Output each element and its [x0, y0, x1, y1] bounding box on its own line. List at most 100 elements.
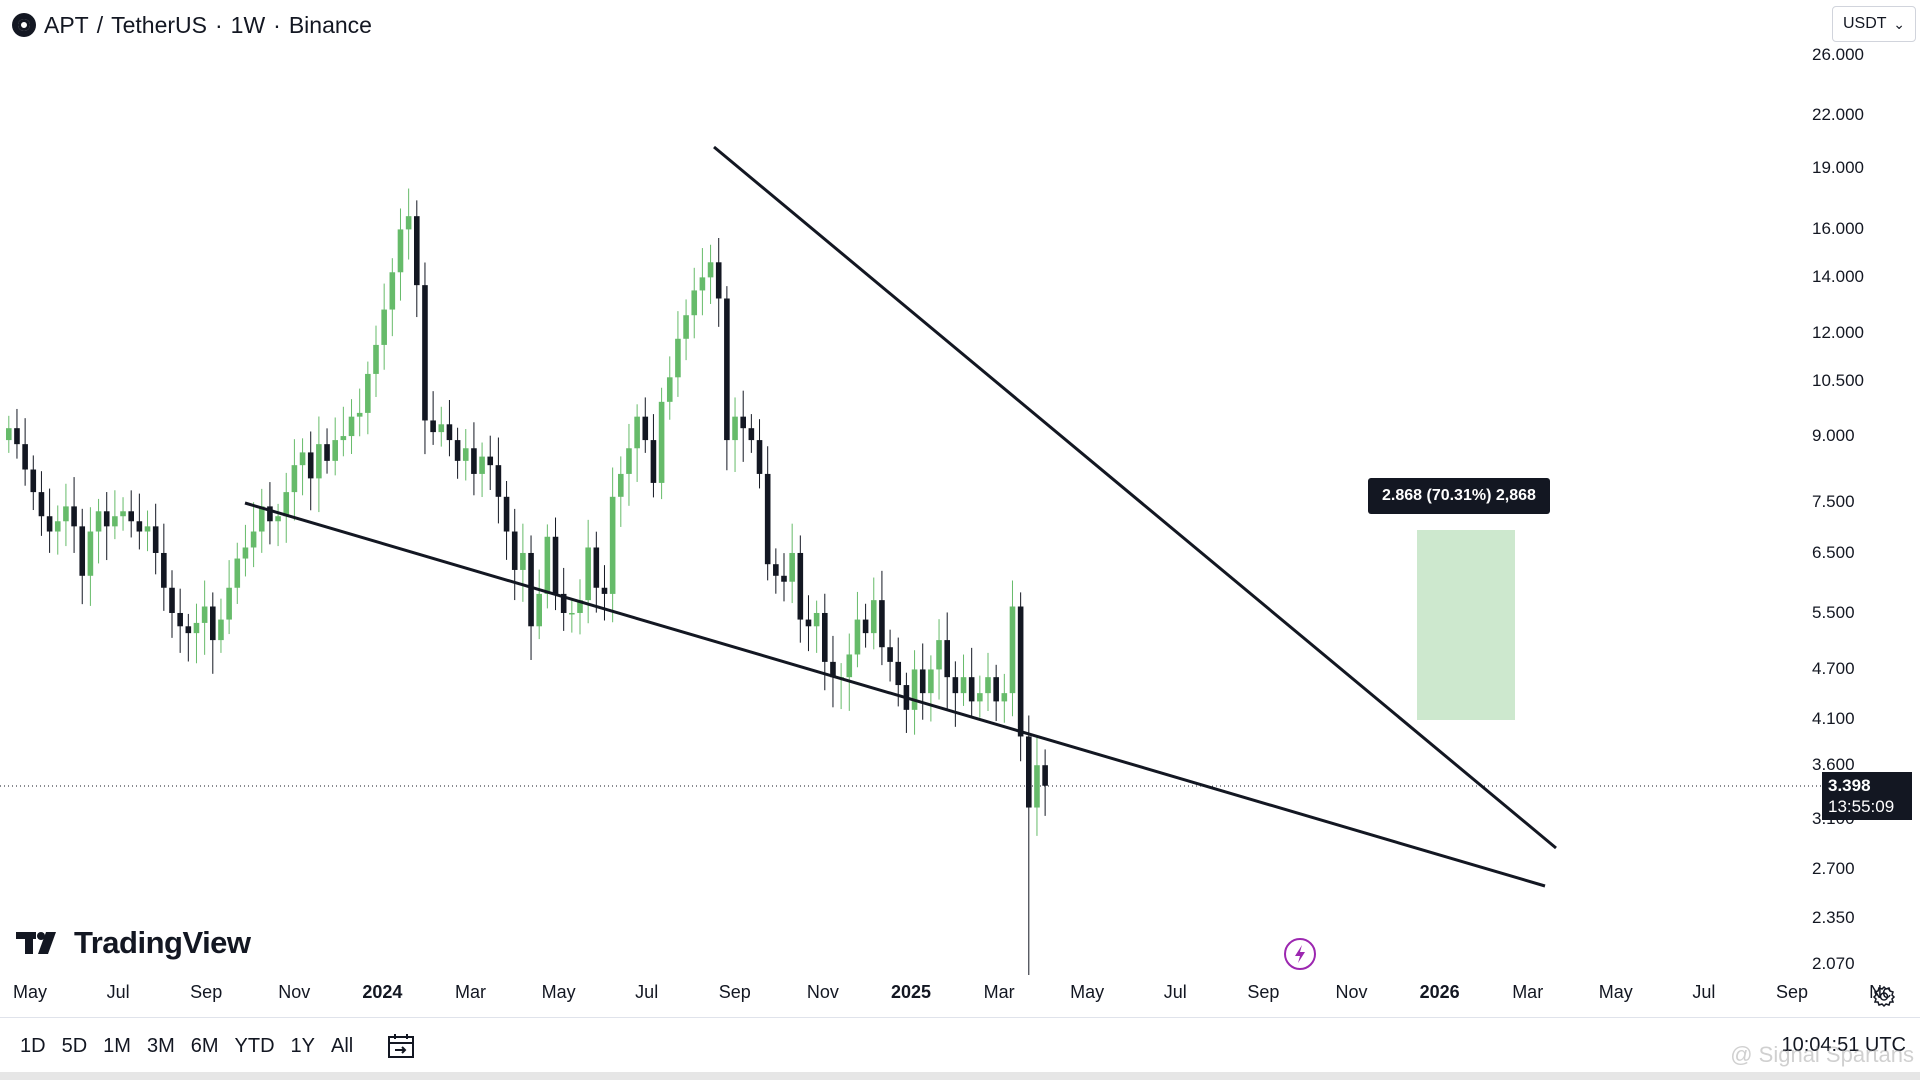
candle-body: [552, 536, 559, 594]
candle-body: [316, 444, 322, 479]
candle-body: [520, 552, 526, 570]
candle-body: [1026, 736, 1032, 808]
candle-body: [210, 606, 216, 641]
candle-body: [993, 677, 999, 702]
candle-body: [691, 290, 698, 316]
measure-annotation-text: 2.868 (70.31%) 2,868: [1382, 487, 1536, 504]
candle-body: [267, 506, 273, 522]
candle-body: [250, 531, 257, 548]
candle-body: [430, 420, 436, 433]
timeframe-button-1y[interactable]: 1Y: [290, 1034, 316, 1057]
time-axis-label: Mar: [983, 982, 1015, 1002]
candle-body: [381, 309, 387, 345]
candle-body: [454, 440, 461, 461]
time-axis-label: 2026: [1419, 982, 1460, 1002]
candle-body: [854, 619, 861, 655]
chart-settings-button[interactable]: [1870, 982, 1898, 1010]
target-zone: [1417, 530, 1515, 720]
candle-body: [218, 619, 224, 641]
time-axis-label: May: [1070, 982, 1105, 1002]
candle-body: [830, 661, 836, 678]
time-axis-label: Sep: [718, 982, 751, 1002]
timeframe-button-1d[interactable]: 1D: [20, 1034, 46, 1057]
timeframe-button-ytd[interactable]: YTD: [234, 1034, 275, 1057]
price-axis-label: 14.000: [1812, 267, 1864, 287]
timeframe-button-all[interactable]: All: [331, 1034, 354, 1057]
candle-body: [340, 436, 347, 441]
timeframe-button-5d[interactable]: 5D: [61, 1034, 88, 1057]
measure-annotation[interactable]: 2.868 (70.31%) 2,868: [1368, 478, 1550, 514]
candle-body: [324, 444, 330, 461]
candle-body: [161, 552, 167, 588]
price-axis-label: 16.000: [1812, 219, 1864, 239]
candle-body: [128, 511, 134, 522]
time-axis[interactable]: May Jul Sep Nov 2024 Mar May Jul Sep Nov 2025 Mar Ma…: [0, 982, 1920, 1010]
candle-body: [740, 416, 746, 429]
price-axis-label: 2.070: [1812, 954, 1855, 973]
candle-body: [201, 606, 208, 623]
upper-trendline[interactable]: [713, 145, 1557, 850]
tradingview-logo[interactable]: TradingView: [16, 925, 251, 961]
candle-body: [609, 496, 616, 594]
time-axis-label: May: [541, 982, 576, 1002]
candle-body: [1001, 693, 1008, 702]
candle-body: [422, 285, 428, 421]
time-axis-label: Sep: [1775, 982, 1809, 1002]
candle-body: [332, 440, 338, 461]
candle-body: [887, 647, 893, 662]
candle-body: [732, 416, 738, 441]
candle-body: [38, 492, 45, 517]
price-axis-label: 10.500: [1812, 370, 1864, 390]
symbol-header[interactable]: APT / TetherUS · 1W · Binance: [12, 10, 372, 40]
candle-body: [87, 531, 94, 576]
candle-body: [356, 412, 363, 417]
candle-body: [764, 473, 771, 565]
candle-body: [258, 506, 265, 532]
price-axis-label: 9.000: [1812, 426, 1855, 446]
candle-body: [577, 600, 583, 613]
candle-body: [299, 452, 306, 466]
quote-name: TetherUS: [111, 11, 207, 38]
interval-label: 1W: [230, 11, 266, 38]
candle-body: [511, 531, 518, 570]
time-axis-label: May: [1598, 982, 1633, 1002]
utc-clock[interactable]: 10:04:51 UTC: [1781, 1034, 1906, 1056]
candle-body: [103, 511, 110, 527]
candle-body: [438, 424, 445, 433]
lightning-icon[interactable]: [1284, 938, 1316, 970]
candle-body: [560, 593, 567, 613]
timeframe-button-3m[interactable]: 3M: [146, 1034, 175, 1057]
tradingview-mark-icon: [16, 932, 56, 954]
candle-body: [683, 315, 689, 339]
timeframe-button-1m[interactable]: 1M: [103, 1034, 131, 1057]
candle-body: [675, 338, 681, 378]
chevron-down-icon: ⌄: [1893, 15, 1905, 32]
header-dot: ·: [215, 11, 223, 38]
candle-body: [797, 552, 804, 620]
candle-body: [813, 612, 820, 627]
time-axis-label: Jul: [1163, 982, 1187, 1002]
candle-body: [985, 677, 991, 694]
go-to-date-button[interactable]: [385, 1031, 419, 1061]
timeframe-button-6m[interactable]: 6M: [190, 1034, 219, 1057]
credit-watermark: @ Signal Spartans: [1730, 1042, 1914, 1067]
candle-body: [618, 473, 624, 497]
price-chart[interactable]: [0, 0, 1920, 975]
last-price-value: 3.398: [1828, 776, 1871, 795]
candle-body: [6, 428, 12, 441]
candle-body: [14, 428, 20, 445]
candle-body: [46, 516, 53, 532]
price-axis-label: 7.500: [1812, 491, 1855, 511]
time-axis-label: Jul: [635, 982, 659, 1002]
candle-body: [911, 669, 918, 710]
candle-body: [593, 547, 600, 588]
candle-body: [707, 262, 714, 278]
price-axis-label: 3.600: [1812, 755, 1855, 775]
aptos-logo-icon: [12, 13, 36, 37]
candle-body: [242, 547, 249, 559]
candle-body: [642, 416, 649, 441]
calendar-goto-icon: [388, 1034, 415, 1058]
currency-selector[interactable]: USDT ⌄: [1832, 6, 1916, 42]
candle-body: [944, 640, 950, 678]
lower-trendline[interactable]: [244, 501, 1546, 888]
